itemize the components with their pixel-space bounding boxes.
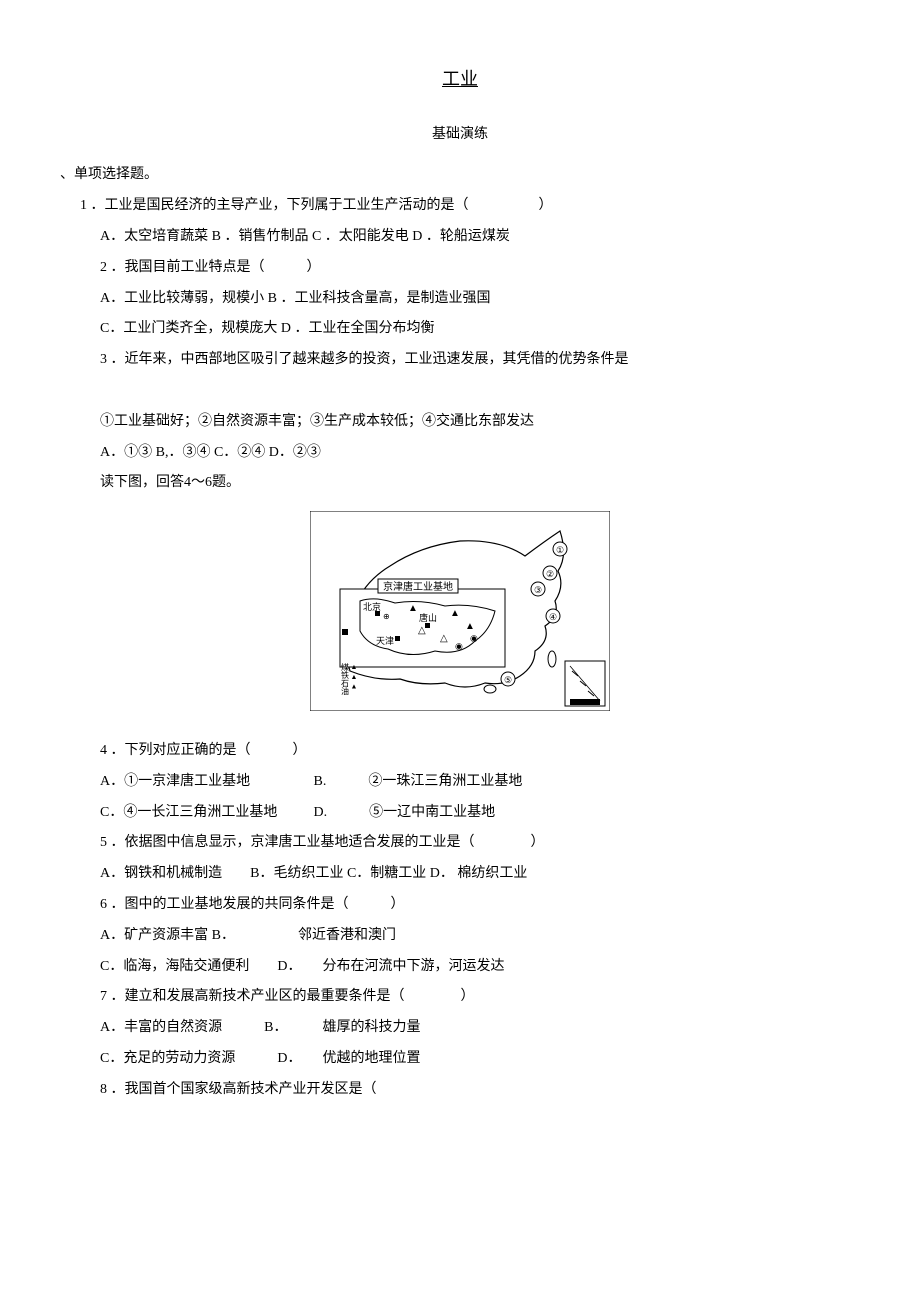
question-8: 8 ．我国首个国家级高新技术产业开发区是（ — [100, 1075, 840, 1106]
question-5: 5 ．依据图中信息显示，京津唐工业基地适合发展的工业是（ ） A．钢铁和机械制造… — [100, 828, 840, 890]
map-figure: ① ② ③ ④ ⑤ 京津唐工业基地 北京 ⊕ 唐山 天津 ▲ ▲ ▲ △ △ ◉… — [80, 511, 840, 724]
svg-text:▲: ▲ — [465, 621, 475, 632]
svg-text:④: ④ — [549, 612, 557, 622]
q3-text: 3 ．近年来，中西部地区吸引了越来越多的投资，工业迅速发展，其凭借的优势条件是 — [100, 345, 840, 376]
q2-options-ab: A．工业比较薄弱，规模小 B ．工业科技含量高，是制造业强国 — [100, 284, 840, 315]
page-title: 工业 — [80, 60, 840, 100]
svg-text:北京: 北京 — [363, 601, 381, 612]
q1-options: A．太空培育蔬菜 B ．销售竹制品 C ．太阳能发电 D ．轮船运煤炭 — [100, 222, 840, 253]
section-header: 、单项选择题。 — [60, 160, 840, 191]
map-label: 京津唐工业基地 — [383, 580, 453, 593]
question-1: 1 ．工业是国民经济的主导产业，下列属于工业生产活动的是（ ） A．太空培育蔬菜… — [80, 191, 840, 253]
q7-text: 7 ．建立和发展高新技术产业区的最重要条件是（ ） — [100, 982, 840, 1013]
q5-options: A．钢铁和机械制造 B．毛纺织工业 C．制糖工业 D． 棉纺织工业 — [100, 859, 840, 890]
page-subtitle: 基础演练 — [80, 120, 840, 151]
q3-options: A．①③ B,．③④ C．②④ D．②③ — [100, 438, 840, 469]
svg-text:②: ② — [546, 569, 554, 579]
read-figure-instruction: 读下图，回答4～6题。 — [100, 468, 840, 499]
svg-text:△: △ — [418, 625, 426, 636]
svg-text:⊕: ⊕ — [383, 612, 390, 621]
question-2: 2 ．我国目前工业特点是（ ） A．工业比较薄弱，规模小 B ．工业科技含量高，… — [100, 253, 840, 345]
svg-text:◉: ◉ — [470, 633, 478, 643]
question-3: 3 ．近年来，中西部地区吸引了越来越多的投资，工业迅速发展，其凭借的优势条件是 … — [100, 345, 840, 468]
question-7: 7 ．建立和发展高新技术产业区的最重要条件是（ ） A．丰富的自然资源 B． 雄… — [100, 982, 840, 1074]
svg-text:△: △ — [440, 633, 448, 644]
q4-options-cd: C．④一长江三角洲工业基地 D. ⑤一辽中南工业基地 — [100, 798, 840, 829]
svg-text:▲: ▲ — [408, 603, 418, 614]
q4-options-ab: A．①一京津唐工业基地 B. ②一珠江三角洲工业基地 — [100, 767, 840, 798]
q5-text: 5 ．依据图中信息显示，京津唐工业基地适合发展的工业是（ ） — [100, 828, 840, 859]
china-map-svg: ① ② ③ ④ ⑤ 京津唐工业基地 北京 ⊕ 唐山 天津 ▲ ▲ ▲ △ △ ◉… — [310, 511, 610, 711]
svg-text:唐山: 唐山 — [419, 612, 437, 623]
question-6: 6 ．图中的工业基地发展的共同条件是（ ） A．矿产资源丰富 B． 邻近香港和澳… — [100, 890, 840, 982]
q7-options-ab: A．丰富的自然资源 B． 雄厚的科技力量 — [100, 1013, 840, 1044]
q1-text: 1 ．工业是国民经济的主导产业，下列属于工业生产活动的是（ ） — [80, 191, 840, 222]
svg-text:天津: 天津 — [376, 636, 394, 646]
q6-options-ab: A．矿产资源丰富 B． 邻近香港和澳门 — [100, 921, 840, 952]
q2-text: 2 ．我国目前工业特点是（ ） — [100, 253, 840, 284]
svg-text:▲ ▲ ▲: ▲ ▲ ▲ — [350, 663, 358, 691]
q6-text: 6 ．图中的工业基地发展的共同条件是（ ） — [100, 890, 840, 921]
svg-text:煤铁石油: 煤铁石油 — [341, 662, 350, 696]
svg-text:③: ③ — [534, 585, 542, 595]
svg-text:◉: ◉ — [455, 641, 463, 651]
q6-options-cd: C．临海，海陆交通便利 D． 分布在河流中下游，河运发达 — [100, 952, 840, 983]
q2-options-cd: C．工业门类齐全，规模庞大 D ．工业在全国分布均衡 — [100, 314, 840, 345]
q4-text: 4 ．下列对应正确的是（ ） — [100, 736, 840, 767]
svg-text:▲: ▲ — [450, 608, 460, 619]
q8-text: 8 ．我国首个国家级高新技术产业开发区是（ — [100, 1075, 840, 1106]
q3-stems: ①工业基础好；②自然资源丰富；③生产成本较低；④交通比东部发达 — [100, 407, 840, 438]
q7-options-cd: C．充足的劳动力资源 D． 优越的地理位置 — [100, 1044, 840, 1075]
svg-text:⑤: ⑤ — [504, 675, 512, 685]
question-4: 4 ．下列对应正确的是（ ） A．①一京津唐工业基地 B. ②一珠江三角洲工业基… — [100, 736, 840, 828]
svg-text:①: ① — [556, 545, 564, 555]
